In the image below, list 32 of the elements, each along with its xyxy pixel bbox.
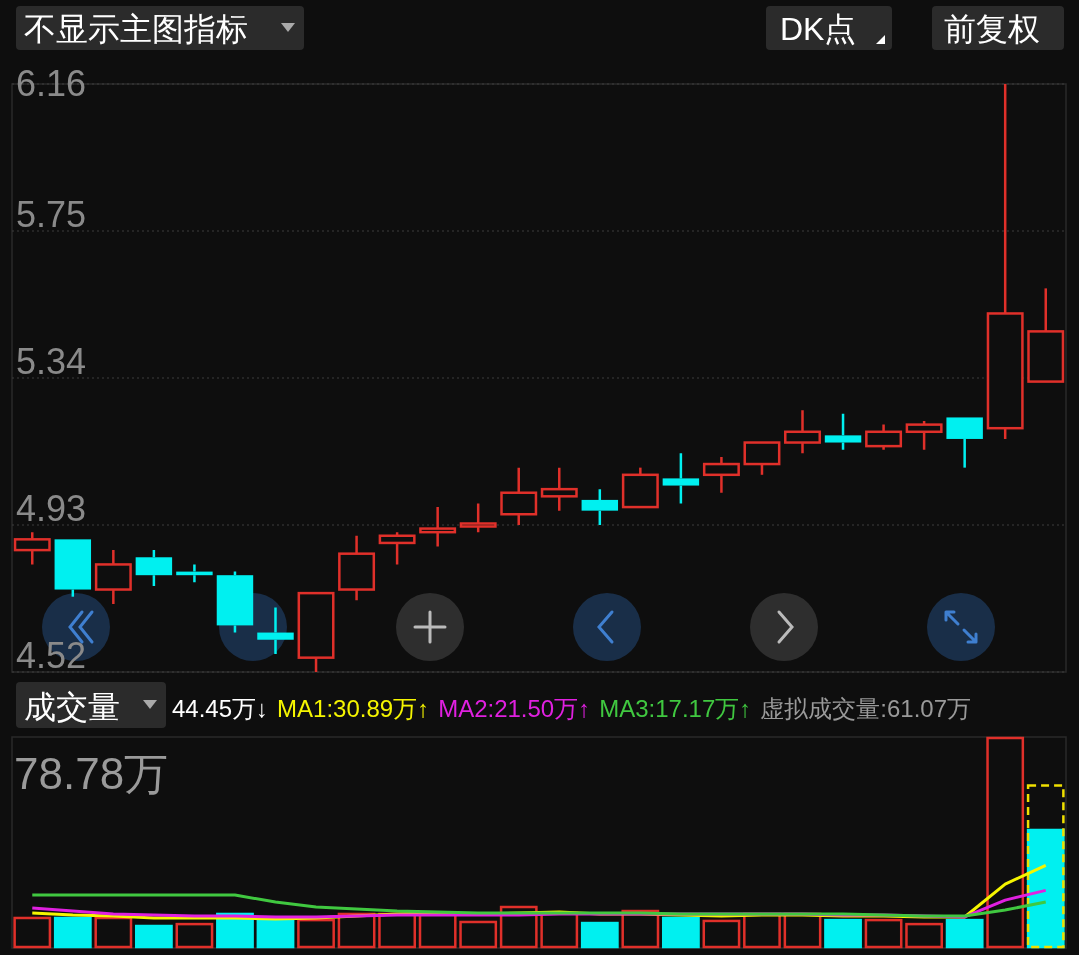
text: 虚拟成交量:61.07万 [760, 695, 972, 722]
y-tick-label: 4.52 [16, 635, 87, 676]
text: MA2:21.50万↑ [438, 695, 591, 722]
bar [94, 916, 133, 949]
y-tick-label: 5.75 [16, 194, 87, 235]
text: 成交量 [24, 689, 120, 725]
text: 前复权 [944, 11, 1040, 47]
bar [175, 922, 214, 949]
text: DK点 [780, 11, 857, 47]
y-tick-label: 5.34 [16, 341, 87, 382]
bar [134, 924, 173, 949]
bar [580, 921, 619, 949]
bar [297, 918, 335, 949]
bar [661, 916, 700, 949]
text: MA1:30.89万↑ [277, 695, 430, 722]
bar [53, 916, 92, 949]
bar [459, 920, 498, 949]
text: MA3:17.17万↑ [599, 695, 752, 722]
bar [824, 918, 862, 949]
bar [13, 916, 52, 949]
bar [905, 922, 944, 949]
y-tick-label: 6.16 [16, 63, 87, 104]
bar [702, 919, 741, 949]
annotation: 78.78万 [14, 749, 169, 798]
bar [256, 918, 295, 949]
text: 不显示主图指标 [24, 11, 248, 47]
text: 44.45万↓ [172, 695, 269, 722]
y-tick-label: 4.93 [16, 488, 87, 529]
bar [945, 918, 984, 949]
bar [1026, 784, 1065, 949]
bar [986, 736, 1025, 949]
bar [864, 918, 903, 949]
